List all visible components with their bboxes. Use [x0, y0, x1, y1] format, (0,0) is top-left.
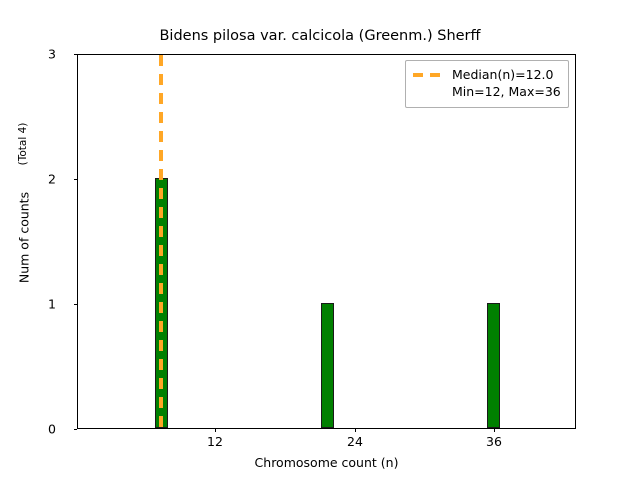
y-tick-mark-3	[73, 53, 78, 55]
x-tick-mark-12	[214, 428, 216, 433]
x-tick-mark-24	[354, 428, 356, 433]
plot-area	[77, 54, 576, 429]
y-tick-mark-2	[73, 178, 78, 180]
y-tick-label-1: 1	[48, 296, 56, 312]
y-tick-mark-1	[73, 303, 78, 305]
chart-title: Bidens pilosa var. calcicola (Greenm.) S…	[159, 28, 481, 44]
y-axis-total-label: (Total 4)	[17, 122, 29, 166]
y-tick-label-3: 3	[48, 46, 56, 62]
y-tick-label-2: 2	[48, 171, 56, 187]
legend-dashed-line-swatch	[413, 73, 443, 77]
y-tick-label-0: 0	[48, 421, 56, 437]
bar-24	[321, 303, 334, 428]
x-tick-label-12: 12	[207, 434, 223, 449]
x-axis-label: Chromosome count (n)	[254, 455, 399, 470]
median-line	[159, 55, 164, 428]
x-tick-mark-36	[493, 428, 495, 433]
legend-label-minmax: Min=12, Max=36	[452, 83, 561, 99]
x-tick-label-24: 24	[347, 434, 363, 449]
y-tick-mark-0	[73, 428, 78, 430]
bar-36	[487, 303, 501, 428]
x-tick-label-36: 36	[486, 434, 502, 449]
legend-label-median: Median(n)=12.0	[452, 67, 554, 82]
legend: Median(n)=12.0 Min=12, Max=36	[405, 60, 569, 108]
